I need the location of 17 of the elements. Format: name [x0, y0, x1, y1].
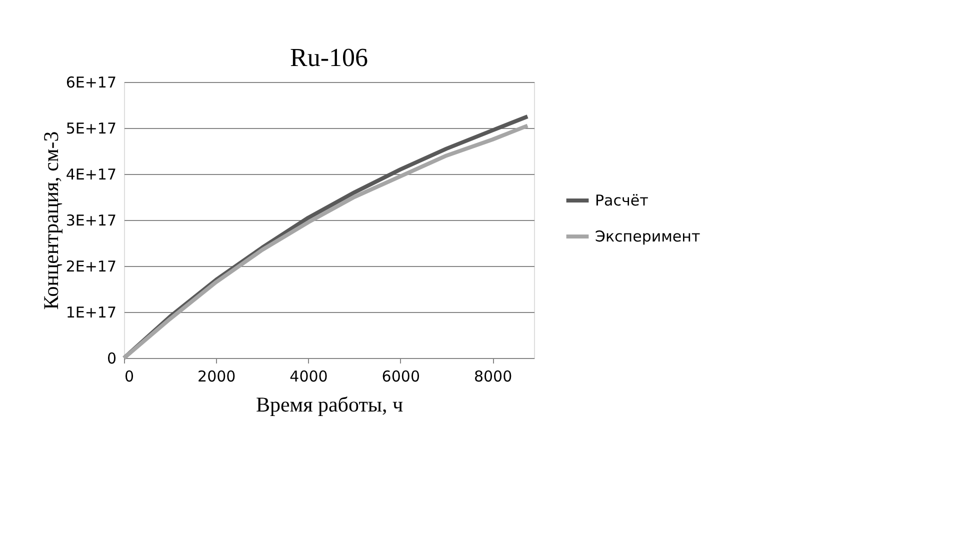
y-tick-label: 1E+17 — [66, 304, 116, 322]
y-axis-title: Концентрация, см-3 — [38, 131, 63, 310]
legend-label: Расчёт — [595, 192, 649, 210]
x-tick-label: 0 — [124, 368, 134, 386]
y-tick-label: 5E+17 — [66, 120, 116, 138]
y-tick-label: 3E+17 — [66, 212, 116, 230]
y-tick-label: 2E+17 — [66, 258, 116, 276]
y-tick-label: 4E+17 — [66, 166, 116, 184]
x-tick-label: 2000 — [198, 368, 236, 386]
y-tick-label: 0 — [106, 350, 116, 368]
x-tick-label: 8000 — [474, 368, 512, 386]
x-tick-label: 4000 — [290, 368, 328, 386]
y-tick-label: 6E+17 — [66, 74, 116, 92]
x-tick-label: 6000 — [382, 368, 420, 386]
legend-label: Эксперимент — [595, 228, 700, 246]
chart-title: Ru-106 — [290, 43, 368, 72]
x-axis-title: Время работы, ч — [256, 392, 404, 416]
